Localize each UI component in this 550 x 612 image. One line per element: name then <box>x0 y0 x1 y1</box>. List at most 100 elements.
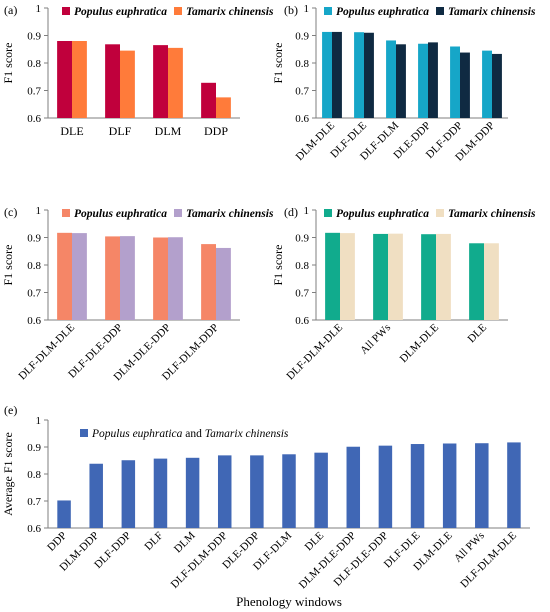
y-tick-label: 0.8 <box>27 469 41 481</box>
bar <box>153 45 168 118</box>
bar <box>105 44 120 118</box>
legend-label: Populus euphratica <box>74 6 167 18</box>
panel-label: (e) <box>4 403 17 417</box>
bar <box>314 452 328 528</box>
bar <box>373 233 388 320</box>
x-tick-label: DLM <box>155 124 182 138</box>
y-tick-label: 1 <box>36 3 42 15</box>
chart-panel-a: (a) 0.6 0.7 0.8 0.9 1 F1 score DLE DLF DLM DDP Popu… <box>1 3 274 138</box>
bar <box>475 443 489 528</box>
y-tick-label: 0.6 <box>27 315 41 327</box>
chart-panel-d: (d) 0.6 0.7 0.8 0.9 1 F1 score DLF-DLM-DLE All P… <box>271 205 536 382</box>
legend-swatch <box>174 7 182 15</box>
legend-swatch <box>62 7 70 15</box>
y-tick-label: 0.8 <box>295 260 309 272</box>
legend-swatch <box>174 209 182 217</box>
bar <box>185 457 200 528</box>
bar <box>57 500 71 528</box>
bar <box>325 232 340 320</box>
bar <box>450 46 460 118</box>
panel-label: (c) <box>4 205 17 219</box>
bar <box>436 233 451 320</box>
y-axis-title: Average F1 score <box>1 432 15 516</box>
bar <box>217 455 232 528</box>
legend-label: Tamarix chinensis <box>186 6 274 18</box>
y-tick-label: 0.9 <box>27 31 41 43</box>
bar <box>201 244 216 320</box>
y-axis-title: F1 score <box>271 43 285 84</box>
x-tick-label: DLF-DLM-DDP <box>169 530 230 591</box>
legend-label: Populus euphratica <box>74 208 167 220</box>
legend-swatch <box>324 7 332 15</box>
x-tick-label: DLE <box>60 124 83 138</box>
x-tick-label: DLF <box>142 530 165 553</box>
legend-label: Tamarix chinensis <box>448 6 536 18</box>
bar <box>121 460 136 528</box>
x-tick-label: DLE <box>466 321 490 345</box>
x-axis-title: Phenology windows <box>236 594 342 609</box>
bar <box>482 50 492 118</box>
bar <box>354 32 364 119</box>
x-tick-label: DDP <box>45 530 69 554</box>
legend-swatch <box>436 209 444 217</box>
bar <box>105 236 120 320</box>
bar <box>168 237 183 320</box>
legend-swatch <box>324 209 332 217</box>
bar <box>410 444 425 528</box>
bar <box>442 443 457 528</box>
bar <box>396 44 406 118</box>
x-tick-label: All PWs <box>358 322 393 357</box>
y-tick-label: 1 <box>304 3 310 15</box>
legend-label: Tamarix chinensis <box>186 208 274 220</box>
bar <box>201 82 216 118</box>
y-tick-label: 0.9 <box>27 233 41 245</box>
y-tick-label: 1 <box>36 205 42 217</box>
panel-label: (b) <box>284 3 298 17</box>
y-tick-label: 0.8 <box>27 58 41 70</box>
bar <box>469 243 484 320</box>
bar <box>507 442 521 528</box>
bar <box>153 458 168 528</box>
bar <box>418 43 428 118</box>
y-tick-label: 0.7 <box>295 86 309 98</box>
bar <box>57 41 72 118</box>
legend-label: Populus euphratica <box>336 6 429 18</box>
x-tick-label: DLM-DLE <box>398 321 442 365</box>
y-tick-label: 0.9 <box>27 442 41 454</box>
bar <box>460 52 470 118</box>
y-tick-label: 0.7 <box>27 288 41 300</box>
y-tick-label: 1 <box>304 205 310 217</box>
legend-swatch <box>62 209 70 217</box>
bar <box>120 50 135 118</box>
y-tick-label: 0.7 <box>295 288 309 300</box>
legend-label: Tamarix chinensis <box>448 208 536 220</box>
bar <box>332 31 342 118</box>
bar <box>153 237 168 320</box>
bar <box>428 42 438 118</box>
bar <box>89 463 103 528</box>
y-axis-title: F1 score <box>1 43 15 84</box>
bar <box>57 232 72 320</box>
y-tick-label: 0.8 <box>27 260 41 272</box>
legend-swatch <box>80 429 88 437</box>
chart-panel-e: (e) 0.6 0.7 0.8 0.9 1 Average F1 score DDP DLM-D… <box>1 403 530 609</box>
y-tick-label: 0.8 <box>295 58 309 70</box>
bar <box>364 32 374 118</box>
bar <box>282 454 296 528</box>
bar <box>72 41 87 118</box>
panel-label: (a) <box>4 3 17 17</box>
bar <box>378 445 393 528</box>
x-tick-label: DLM-DLE <box>294 119 338 163</box>
y-tick-label: 0.7 <box>27 86 41 98</box>
y-tick-label: 0.6 <box>27 113 41 125</box>
bar <box>168 47 183 118</box>
bar <box>386 40 396 119</box>
y-axis-title: F1 score <box>1 245 15 286</box>
bar <box>388 233 403 320</box>
bar <box>72 233 87 320</box>
x-tick-label: DLF-DLM-DLE <box>284 321 345 382</box>
x-tick-label: DLF <box>109 124 132 138</box>
legend-label: Populus euphratica <box>336 208 429 220</box>
